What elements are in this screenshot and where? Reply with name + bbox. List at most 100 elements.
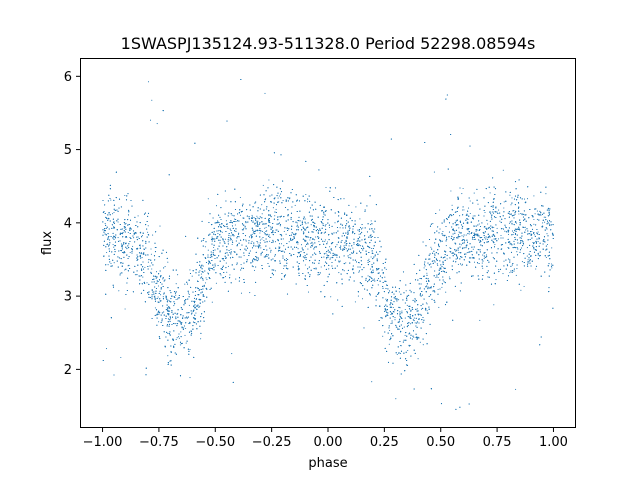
data-point (394, 297, 396, 299)
data-point (459, 215, 461, 217)
data-point (238, 232, 240, 234)
data-point (328, 226, 331, 229)
data-point (151, 99, 153, 101)
data-point (461, 193, 463, 195)
data-point (110, 262, 112, 264)
data-point (368, 258, 370, 260)
data-point (436, 276, 438, 278)
data-point (352, 252, 354, 255)
data-point (486, 238, 489, 240)
data-point (261, 230, 264, 232)
data-point (240, 292, 243, 294)
data-point (545, 193, 547, 195)
data-point (253, 217, 255, 219)
data-point (362, 227, 364, 229)
data-point (457, 263, 459, 265)
data-point (533, 234, 535, 236)
data-point (147, 81, 150, 83)
data-point (438, 306, 440, 308)
data-point (489, 192, 491, 194)
data-point (259, 232, 261, 234)
data-point (534, 242, 536, 244)
data-point (510, 204, 512, 206)
data-point (296, 225, 298, 227)
data-point (142, 276, 144, 278)
data-point (158, 313, 160, 315)
data-point (461, 263, 464, 265)
data-point (534, 213, 536, 215)
data-point (203, 286, 205, 288)
data-point (176, 337, 178, 339)
data-point (437, 264, 439, 266)
data-point (462, 187, 464, 190)
data-point (154, 307, 156, 309)
data-point (343, 198, 345, 200)
data-point (199, 270, 201, 272)
data-point (220, 274, 222, 276)
data-point (305, 193, 307, 196)
data-point (318, 273, 321, 276)
data-point (150, 248, 152, 250)
data-point (345, 262, 347, 264)
data-point (263, 231, 265, 234)
data-point (413, 317, 415, 319)
data-point (449, 247, 451, 249)
data-point (329, 258, 331, 260)
data-point (461, 209, 464, 211)
data-point (460, 244, 462, 246)
data-point (468, 233, 470, 235)
data-point (189, 349, 191, 351)
data-point (520, 289, 522, 291)
data-point (374, 255, 376, 257)
data-point (279, 193, 282, 195)
data-point (463, 209, 465, 211)
data-point (141, 257, 143, 259)
data-point (336, 256, 338, 258)
data-point (474, 238, 476, 240)
data-point (124, 269, 126, 271)
data-point (377, 284, 379, 286)
data-point (261, 238, 263, 240)
data-point (523, 198, 526, 200)
data-point (521, 261, 523, 263)
data-point (536, 210, 538, 212)
data-point (157, 285, 160, 287)
data-point (545, 216, 547, 218)
data-point (257, 242, 259, 244)
data-point (260, 247, 262, 249)
data-point (338, 260, 340, 262)
data-point (526, 198, 529, 200)
data-point (382, 335, 384, 337)
data-point (323, 256, 325, 258)
data-point (458, 231, 460, 233)
data-point (150, 253, 152, 255)
data-point (496, 211, 498, 213)
data-point (466, 252, 468, 254)
data-point (329, 257, 331, 259)
data-point (223, 260, 225, 262)
data-point (166, 307, 168, 309)
data-point (325, 186, 327, 189)
data-point (167, 261, 169, 263)
data-point (231, 353, 233, 355)
data-point (302, 231, 304, 233)
data-point (305, 223, 307, 225)
data-point (187, 312, 189, 314)
data-point (543, 216, 545, 218)
data-point (487, 223, 489, 225)
data-point (279, 246, 281, 248)
data-point (157, 296, 159, 298)
data-point (231, 214, 233, 216)
data-point (359, 218, 361, 220)
data-point (105, 348, 108, 350)
data-point (508, 222, 511, 224)
data-point (113, 211, 115, 214)
data-point (516, 251, 518, 253)
data-point (255, 230, 257, 232)
data-point (390, 322, 392, 324)
data-point (139, 246, 141, 248)
data-point (406, 304, 408, 306)
data-point (443, 267, 445, 269)
data-point (133, 237, 135, 239)
